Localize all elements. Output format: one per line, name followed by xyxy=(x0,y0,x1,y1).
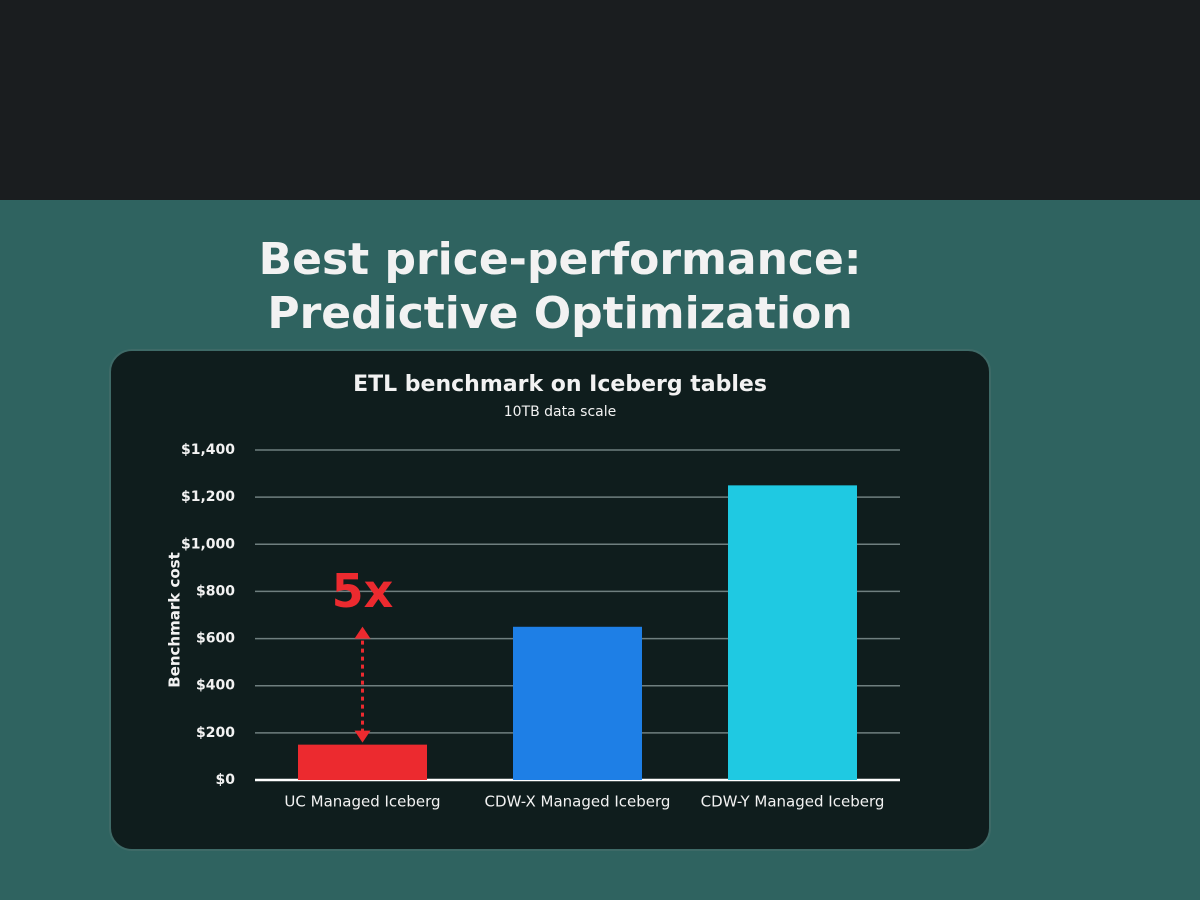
slide-title: Predictive Optimization xyxy=(267,288,852,339)
bar xyxy=(513,626,642,780)
y-tick-label: $0 xyxy=(216,772,236,788)
y-tick-label: $800 xyxy=(196,583,235,599)
y-tick-label: $600 xyxy=(196,631,235,647)
arrow-head xyxy=(354,626,371,639)
y-tick-label: $1,200 xyxy=(181,489,235,505)
y-tick-label: $1,400 xyxy=(181,442,235,458)
x-tick-label: CDW-Y Managed Iceberg xyxy=(701,793,885,811)
y-tick-label: $1,000 xyxy=(181,536,235,552)
annotation: 5x xyxy=(332,564,394,618)
x-tick-label: UC Managed Iceberg xyxy=(284,793,440,811)
y-axis-label: Benchmark cost xyxy=(166,552,184,688)
bar xyxy=(298,744,427,780)
arrow-head xyxy=(354,730,371,743)
bar xyxy=(728,485,857,780)
chart-title: ETL benchmark on Iceberg tables xyxy=(353,372,767,397)
chart-subtitle: 10TB data scale xyxy=(504,404,616,420)
y-tick-label: $200 xyxy=(196,725,235,741)
y-tick-label: $400 xyxy=(196,678,235,694)
slide-title: Best price-performance: xyxy=(259,234,862,285)
x-tick-label: CDW-X Managed Iceberg xyxy=(485,793,671,811)
